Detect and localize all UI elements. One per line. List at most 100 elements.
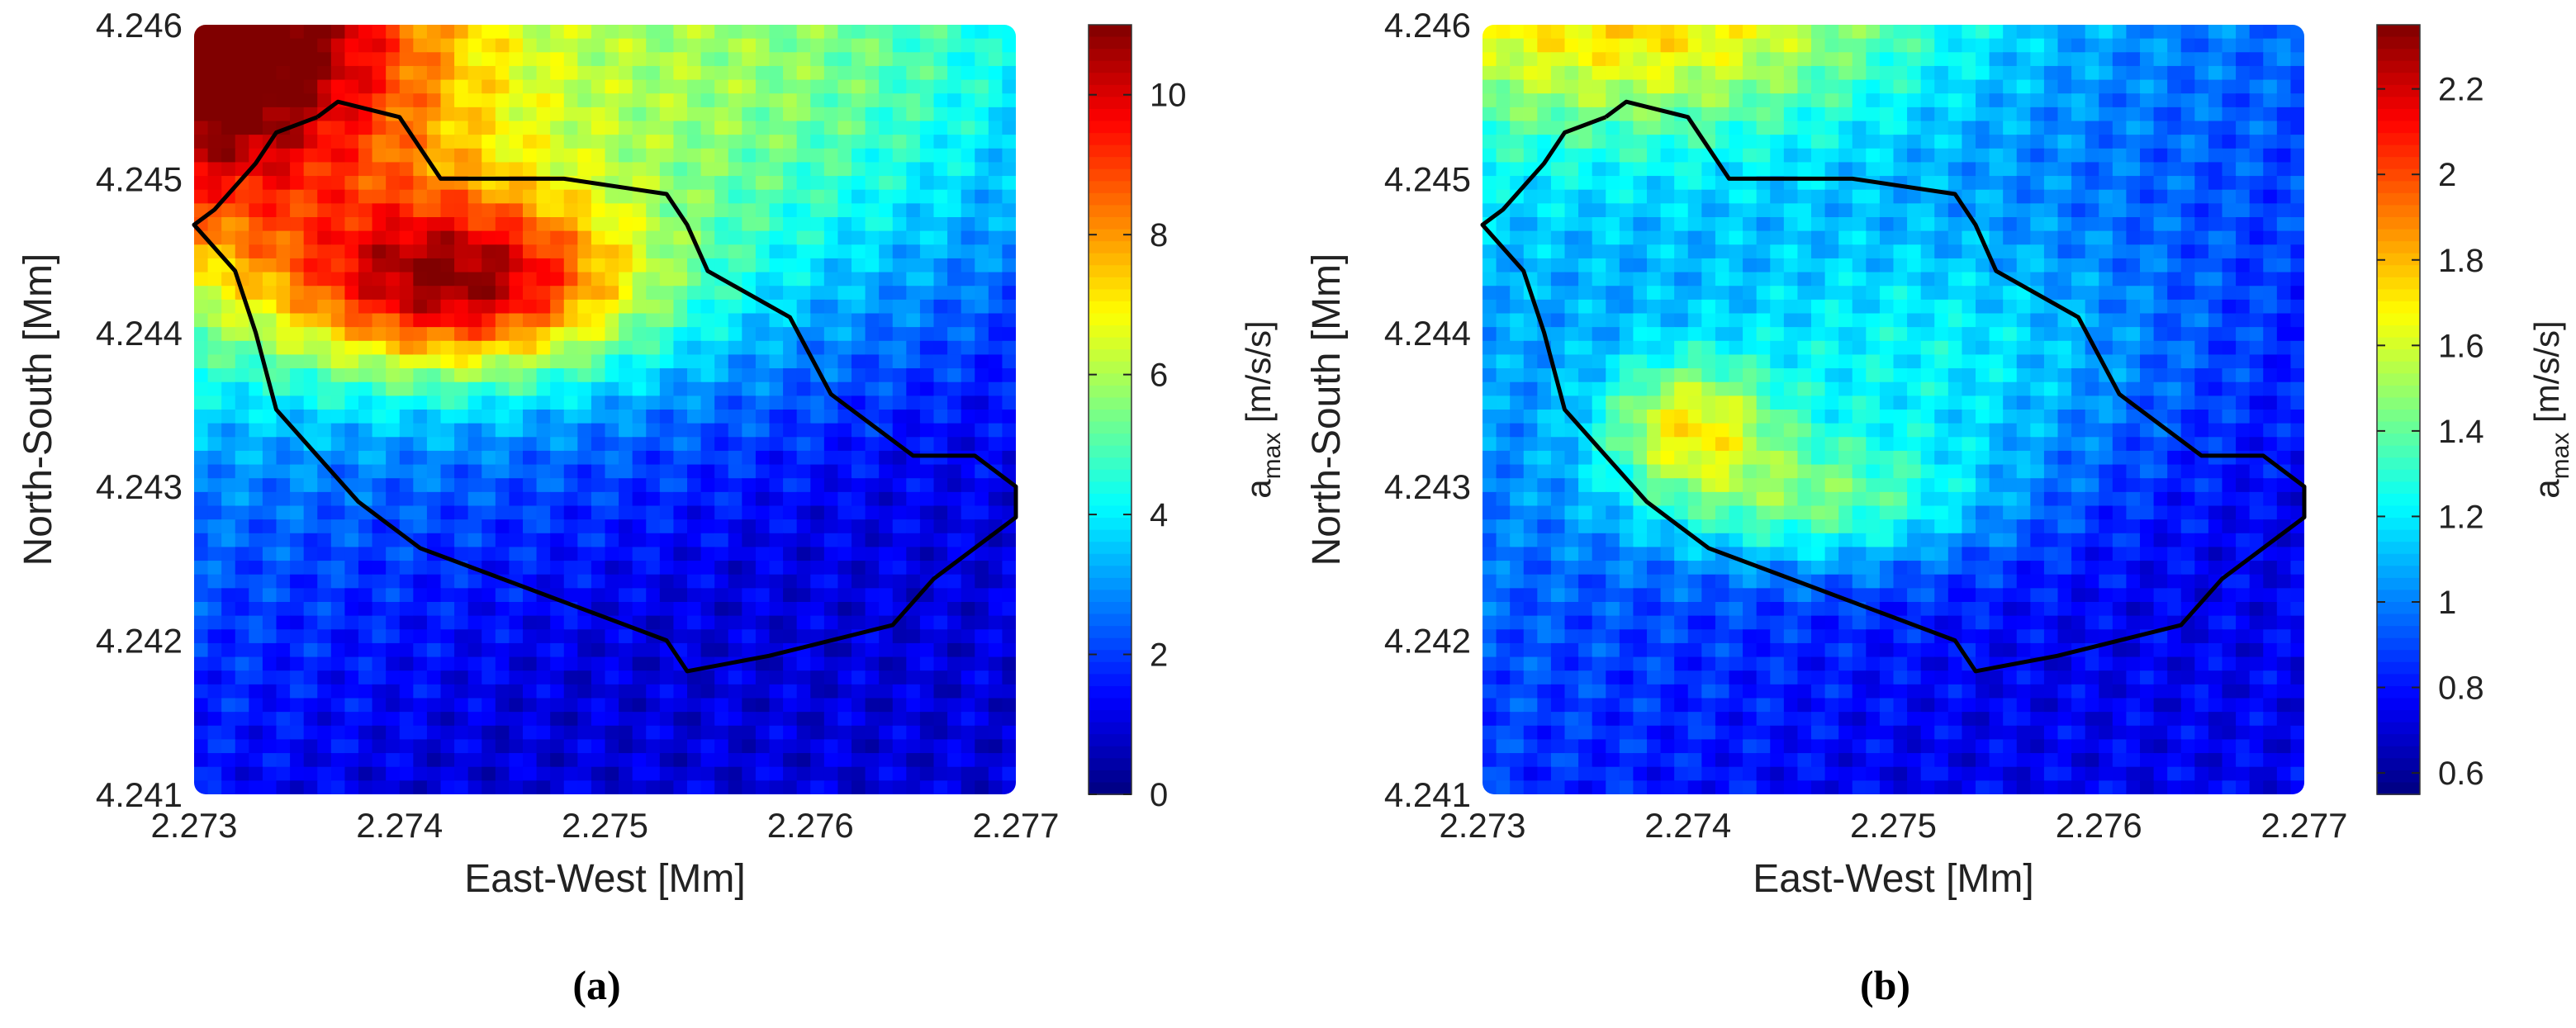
- heatmap-cell: [2180, 135, 2196, 149]
- heatmap-cell: [509, 203, 524, 218]
- heatmap-cell: [2249, 217, 2265, 232]
- heatmap-cell: [467, 780, 483, 794]
- heatmap-cell: [1633, 258, 1648, 273]
- heatmap-cell: [2071, 244, 2086, 259]
- heatmap-cell: [865, 574, 880, 590]
- heatmap-cell: [330, 684, 346, 699]
- heatmap-cell: [933, 121, 948, 135]
- heatmap-cell: [2167, 230, 2182, 246]
- heatmap-cell: [1523, 38, 1539, 54]
- heatmap-cell: [1934, 286, 1949, 301]
- heatmap-cell: [207, 491, 222, 507]
- heatmap-cell: [591, 135, 606, 149]
- heatmap-cell: [2222, 176, 2237, 191]
- heatmap-cell: [2085, 203, 2100, 218]
- heatmap-cell: [2263, 313, 2278, 328]
- heatmap-cell: [2263, 327, 2278, 342]
- heatmap-cell: [344, 65, 359, 81]
- heatmap-cell: [659, 354, 675, 369]
- heatmap-cell: [358, 602, 373, 617]
- heatmap-cell: [961, 450, 976, 466]
- heatmap-cell: [207, 629, 222, 644]
- heatmap-cell: [426, 698, 442, 713]
- heatmap-cell: [2140, 162, 2155, 177]
- heatmap-cell: [1483, 93, 1497, 108]
- heatmap-cell: [2030, 340, 2045, 356]
- heatmap-cell: [550, 629, 565, 644]
- heatmap-cell: [1578, 65, 1593, 81]
- heatmap-cell: [1592, 354, 1607, 369]
- heatmap-cell: [2071, 65, 2086, 81]
- heatmap-cell: [317, 176, 332, 191]
- heatmap-cell: [673, 780, 688, 794]
- heatmap-cell: [262, 491, 278, 507]
- heatmap-cell: [2290, 38, 2304, 54]
- heatmap-cell: [1962, 244, 1976, 259]
- heatmap-cell: [1647, 148, 1662, 163]
- heatmap-cell: [249, 79, 263, 95]
- heatmap-cell: [550, 258, 565, 273]
- heatmap-cell: [1907, 93, 1922, 108]
- colorbar-tick-label: 0: [1150, 777, 1168, 813]
- heatmap-cell: [646, 381, 661, 397]
- heatmap-cell: [728, 766, 743, 782]
- heatmap-cell: [714, 244, 729, 259]
- heatmap-cell: [413, 313, 428, 328]
- heatmap-cell: [975, 189, 989, 205]
- heatmap-cell: [988, 561, 1003, 576]
- heatmap-cell: [619, 286, 633, 301]
- heatmap-cell: [742, 258, 757, 273]
- heatmap-cell: [892, 286, 908, 301]
- heatmap-cell: [482, 629, 496, 644]
- heatmap-cell: [1564, 52, 1579, 67]
- heatmap-cell: [330, 519, 346, 534]
- heatmap-cell: [1715, 121, 1730, 135]
- heatmap-cell: [1729, 162, 1743, 177]
- heatmap-cell: [399, 478, 415, 493]
- heatmap-cell: [1866, 299, 1881, 315]
- heatmap-cell: [2276, 189, 2292, 205]
- heatmap-cell: [1483, 189, 1497, 205]
- heatmap-cell: [577, 217, 592, 232]
- heatmap-cell: [769, 286, 784, 301]
- heatmap-cell: [262, 313, 278, 328]
- heatmap-cell: [467, 354, 483, 369]
- heatmap-cell: [550, 533, 565, 548]
- heatmap-cell: [290, 396, 305, 410]
- heatmap-cell: [988, 725, 1003, 741]
- colorbar-segment: [1089, 277, 1131, 291]
- heatmap-cell: [413, 327, 428, 342]
- heatmap-cell: [823, 478, 839, 493]
- heatmap-cell: [2194, 217, 2209, 232]
- heatmap-cell: [659, 437, 675, 452]
- heatmap-cell: [207, 410, 222, 424]
- heatmap-cell: [1523, 25, 1539, 40]
- heatmap-cell: [755, 162, 771, 177]
- heatmap-cell: [742, 135, 757, 149]
- heatmap-cell: [591, 478, 606, 493]
- heatmap-cell: [687, 588, 702, 603]
- heatmap-cell: [1852, 79, 1867, 95]
- heatmap-cell: [810, 189, 825, 205]
- heatmap-cell: [1483, 313, 1497, 328]
- heatmap-cell: [536, 313, 551, 328]
- heatmap-cell: [2099, 340, 2113, 356]
- heatmap-cell: [454, 602, 469, 617]
- heatmap-cell: [796, 615, 812, 631]
- heatmap-cell: [1989, 135, 2004, 149]
- heatmap-cell: [933, 547, 948, 561]
- heatmap-cell: [399, 354, 415, 369]
- heatmap-cell: [1633, 189, 1648, 205]
- heatmap-cell: [1701, 121, 1716, 135]
- heatmap-cell: [207, 561, 222, 576]
- heatmap-cell: [1550, 189, 1566, 205]
- heatmap-cell: [619, 739, 633, 754]
- heatmap-cell: [1797, 272, 1812, 287]
- heatmap-cell: [386, 368, 401, 383]
- heatmap-cell: [1510, 203, 1525, 218]
- heatmap-cell: [961, 712, 976, 727]
- heatmap-cell: [1550, 313, 1566, 328]
- heatmap-cell: [605, 478, 619, 493]
- heatmap-cell: [742, 684, 757, 699]
- heatmap-cell: [1510, 217, 1525, 232]
